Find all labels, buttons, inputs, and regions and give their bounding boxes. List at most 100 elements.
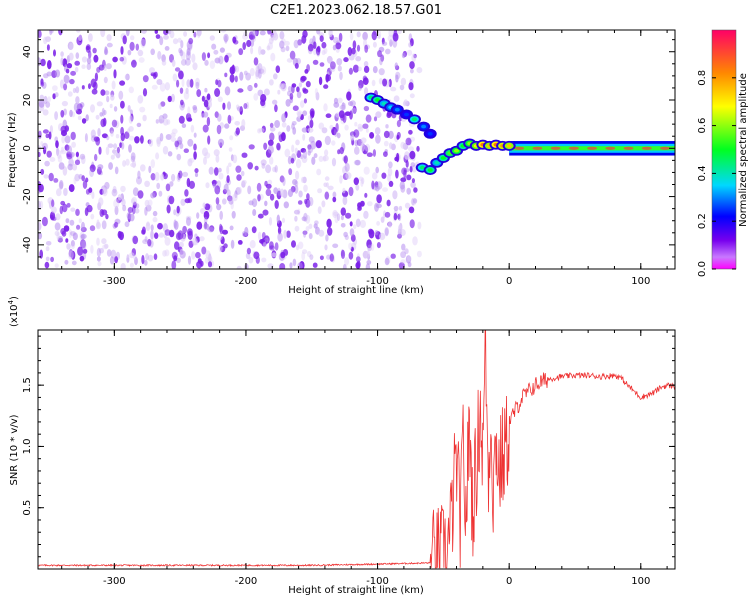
noise-speck xyxy=(80,239,86,249)
noise-speck xyxy=(408,129,413,135)
noise-speck xyxy=(121,142,125,150)
noise-speck xyxy=(318,155,324,162)
noise-speck xyxy=(206,116,211,127)
noise-speck xyxy=(107,143,114,148)
noise-speck xyxy=(318,229,325,237)
noise-speck xyxy=(194,168,199,174)
noise-speck xyxy=(365,250,370,258)
noise-speck xyxy=(252,209,257,216)
noise-speck xyxy=(174,67,181,72)
y-tick-label: 1.5 xyxy=(22,377,33,393)
noise-speck xyxy=(66,202,71,208)
noise-speck xyxy=(295,244,300,251)
noise-speck xyxy=(302,149,308,159)
noise-speck xyxy=(104,49,109,56)
noise-speck xyxy=(114,256,118,264)
noise-speck xyxy=(96,66,101,73)
noise-speck xyxy=(280,251,286,259)
noise-speck xyxy=(46,44,50,51)
noise-speck xyxy=(134,136,140,144)
noise-speck xyxy=(174,140,180,148)
noise-speck xyxy=(406,187,412,195)
noise-speck xyxy=(416,250,422,258)
noise-speck xyxy=(45,241,52,246)
noise-speck xyxy=(131,59,137,68)
noise-speck xyxy=(400,177,407,183)
noise-speck xyxy=(125,30,130,37)
noise-speck xyxy=(363,65,370,73)
noise-speck xyxy=(208,166,214,175)
noise-speck xyxy=(182,171,189,177)
noise-speck xyxy=(348,67,353,75)
noise-speck xyxy=(366,152,373,157)
noise-speck xyxy=(348,101,354,107)
x-tick-label: -100 xyxy=(366,276,389,287)
noise-speck xyxy=(113,69,117,79)
noise-speck xyxy=(140,164,146,172)
noise-speck xyxy=(307,43,314,52)
noise-speck xyxy=(65,68,70,74)
noise-speck xyxy=(156,79,163,85)
noise-speck xyxy=(171,173,176,182)
noise-speck xyxy=(244,226,249,237)
noise-speck xyxy=(106,95,110,103)
noise-speck xyxy=(237,240,243,245)
noise-speck xyxy=(191,53,196,63)
noise-speck xyxy=(359,219,366,229)
noise-speck xyxy=(79,153,86,160)
noise-speck xyxy=(239,71,244,81)
noise-speck xyxy=(61,230,67,237)
noise-speck xyxy=(153,253,158,260)
noise-speck xyxy=(343,57,349,63)
noise-speck xyxy=(75,208,80,216)
noise-speck xyxy=(136,176,142,185)
noise-speck xyxy=(112,185,117,194)
noise-speck xyxy=(294,225,300,232)
noise-speck xyxy=(169,181,174,187)
noise-speck xyxy=(241,119,246,128)
noise-speck xyxy=(142,239,149,245)
noise-speck xyxy=(78,218,82,223)
noise-speck xyxy=(39,249,43,259)
noise-speck xyxy=(234,75,238,83)
noise-speck xyxy=(396,152,400,163)
noise-speck xyxy=(136,122,142,128)
noise-speck xyxy=(371,180,375,190)
noise-speck xyxy=(128,135,135,141)
noise-speck xyxy=(254,82,258,88)
noise-speck xyxy=(211,43,217,50)
noise-speck xyxy=(176,205,180,214)
noise-speck xyxy=(409,150,416,160)
noise-speck xyxy=(75,86,80,94)
noise-speck xyxy=(96,219,100,228)
noise-speck xyxy=(409,61,415,70)
noise-speck xyxy=(305,226,310,232)
noise-speck xyxy=(104,46,108,56)
noise-speck xyxy=(264,237,269,243)
noise-speck xyxy=(204,152,211,159)
noise-speck xyxy=(76,224,81,230)
noise-speck xyxy=(410,38,414,47)
noise-speck xyxy=(159,82,166,92)
noise-speck xyxy=(286,125,291,132)
noise-speck xyxy=(70,240,76,250)
noise-speck xyxy=(301,127,308,133)
noise-speck xyxy=(92,47,97,54)
noise-speck xyxy=(351,47,356,55)
noise-speck xyxy=(405,160,409,168)
noise-speck xyxy=(265,164,272,174)
noise-speck xyxy=(340,207,346,216)
y-tick-label: 1.0 xyxy=(22,438,33,454)
noise-speck xyxy=(184,58,191,66)
noise-speck xyxy=(417,221,422,230)
noise-speck xyxy=(200,260,204,267)
noise-speck xyxy=(187,228,193,236)
noise-speck xyxy=(38,200,41,210)
noise-speck xyxy=(293,39,299,49)
noise-speck xyxy=(70,240,75,247)
noise-speck xyxy=(302,133,306,141)
noise-speck xyxy=(53,178,59,183)
noise-speck xyxy=(342,165,348,175)
noise-speck xyxy=(257,128,262,134)
noise-speck xyxy=(362,123,369,129)
